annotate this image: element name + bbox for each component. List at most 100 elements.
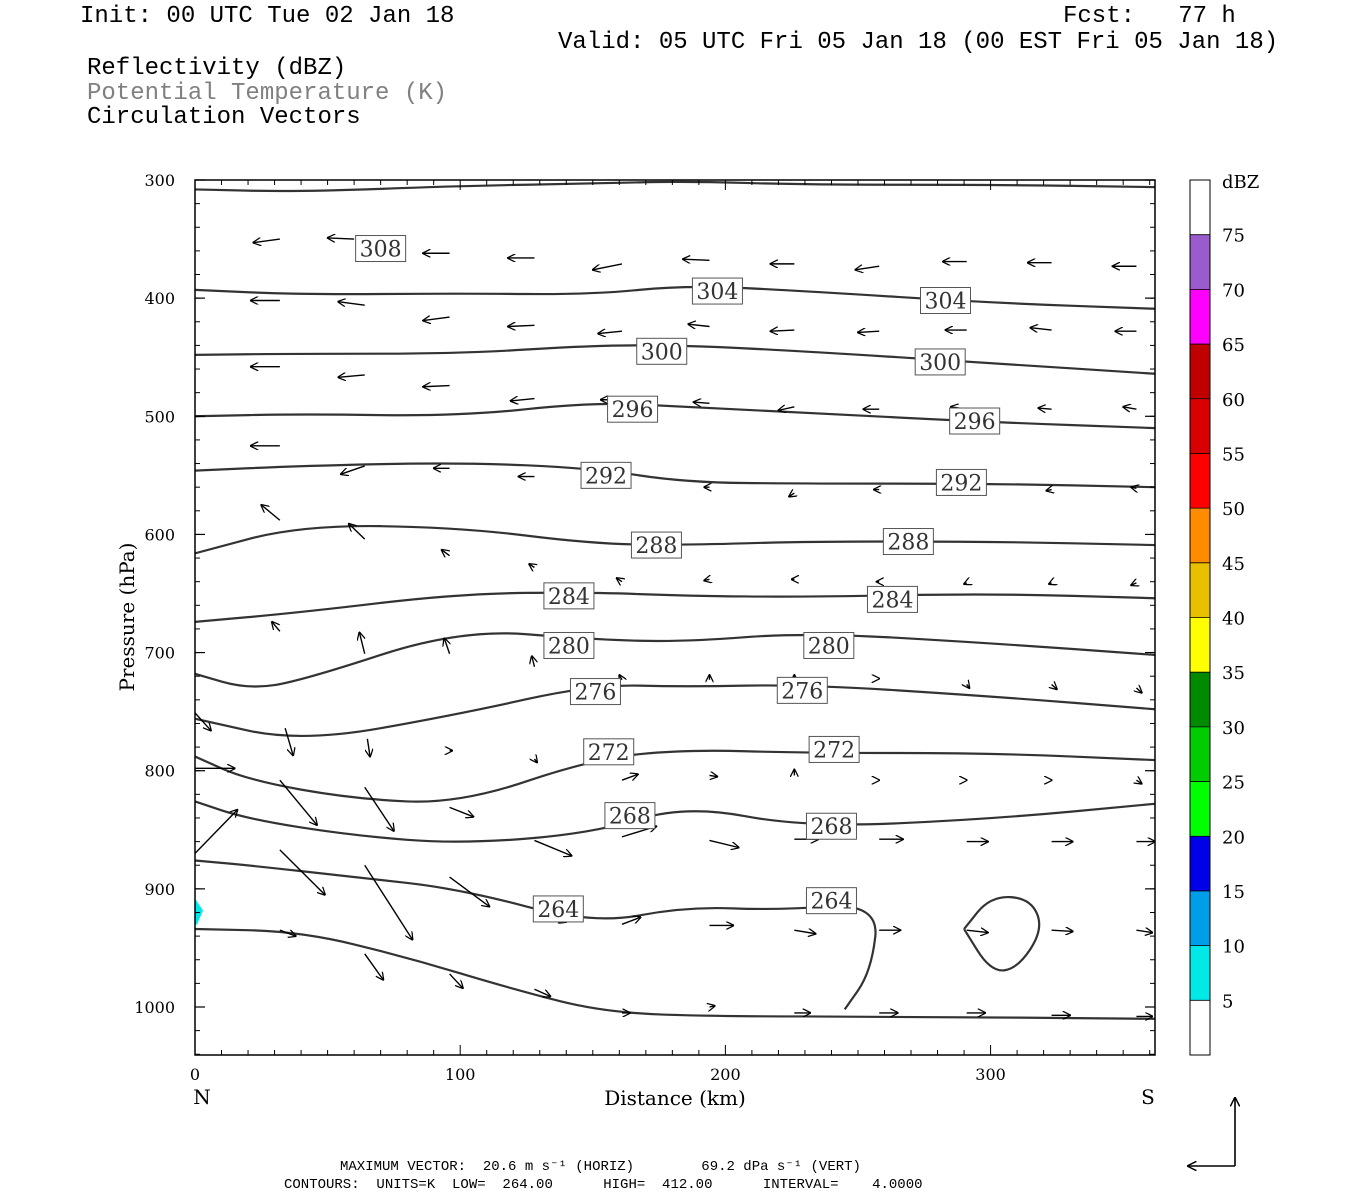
colorbar-label: 40 (1222, 609, 1245, 630)
circulation-vector (621, 917, 641, 925)
contour-label-box (569, 678, 621, 706)
circulation-vector (778, 407, 795, 411)
colorbar-segment (1190, 1000, 1210, 1055)
contour-label-text: 292 (940, 471, 982, 496)
circulation-vector (449, 806, 474, 816)
contour-label: 304 (691, 277, 743, 305)
colorbar-label: 15 (1222, 882, 1245, 903)
colorbar-segment (1190, 289, 1210, 345)
circulation-vector (534, 759, 537, 763)
colorbar-segment (1190, 890, 1210, 946)
contour-label-box (543, 631, 595, 659)
contour-label-box (604, 802, 656, 830)
valid-time: Valid: 05 UTC Fri 05 Jan 18 (00 EST Fri … (558, 29, 1279, 56)
theta-contour (195, 344, 1155, 375)
circulation-vector (253, 239, 280, 243)
y-tick-label: 400 (144, 289, 175, 308)
contour-label-box (583, 738, 635, 766)
reference-vector-icon (1188, 1098, 1235, 1166)
colorbar-segment (1190, 562, 1210, 618)
contour-label-box (803, 631, 855, 659)
colorbar-label: 70 (1222, 280, 1245, 301)
circulation-vector (770, 330, 795, 331)
contour-label: 288 (630, 531, 682, 559)
contour-label-box (776, 676, 828, 704)
circulation-vector (1123, 407, 1137, 409)
colorbar-segment (1190, 234, 1210, 290)
contour-label: 276 (776, 676, 828, 704)
circulation-vector (423, 317, 450, 321)
contour-label: 284 (543, 582, 595, 610)
colorbar-segment (1190, 398, 1210, 454)
y-tick-label: 1000 (134, 998, 175, 1017)
contour-label-text: 300 (919, 351, 961, 376)
theta-contour (195, 684, 1155, 737)
circulation-vector (279, 930, 296, 936)
circulation-vector (709, 1006, 714, 1007)
contour-label: 272 (808, 735, 860, 763)
plot-frame (194, 179, 1156, 1056)
contour-label: 268 (604, 802, 656, 830)
contour-label: 304 (919, 287, 971, 315)
circulation-vector (328, 238, 355, 239)
circulation-vector (444, 638, 449, 654)
circulation-vector (195, 712, 211, 731)
colorbar-segment (1190, 344, 1210, 399)
y-tick-label: 600 (144, 525, 175, 544)
theta-contour (195, 632, 1155, 688)
circulation-vector (534, 839, 571, 855)
colorbar-label: 60 (1222, 390, 1245, 411)
contour-label-box (636, 337, 688, 365)
x-tick-label: 300 (975, 1065, 1006, 1084)
circulation-vector (508, 325, 535, 326)
contour-label-box (532, 895, 584, 923)
contour-label: 264 (805, 887, 857, 915)
contour-label-text: 288 (887, 531, 929, 556)
contour-label-text: 304 (924, 290, 966, 315)
circulation-vector (621, 774, 638, 780)
circulation-vector (423, 386, 450, 387)
contour-label: 280 (543, 631, 595, 659)
circulation-vector (709, 839, 738, 847)
contour-label-text: 284 (548, 585, 590, 610)
contour-label-text: 272 (588, 741, 630, 766)
contour-label-text: 304 (696, 280, 738, 305)
circulation-vector (284, 727, 293, 755)
field-reflectivity: Reflectivity (dBZ) (87, 55, 347, 82)
init-time: Init: 00 UTC Tue 02 Jan 18 (80, 3, 455, 30)
contour-label-box (914, 348, 966, 376)
circulation-vector (534, 988, 550, 996)
colorbar-label: 30 (1222, 718, 1245, 739)
contour-label-box (805, 887, 857, 915)
colorbar-label: 65 (1222, 335, 1245, 356)
contour-label-text: 288 (635, 534, 677, 559)
circulation-vector (1046, 490, 1051, 491)
contour-label-text: 308 (360, 238, 402, 263)
contour-label-text: 272 (813, 738, 855, 763)
contour-label-text: 264 (810, 890, 852, 915)
contour-label-box (919, 287, 971, 315)
x-axis-label: Distance (km) (604, 1086, 746, 1110)
contour-label-text: 280 (808, 634, 850, 659)
circulation-vector (683, 259, 710, 260)
theta-contour (195, 800, 1155, 843)
y-axis-label: Pressure (hPa) (115, 543, 139, 692)
contour-label: 300 (636, 337, 688, 365)
contour-label: 280 (803, 631, 855, 659)
contour-label: 272 (583, 738, 635, 766)
y-tick-label: 700 (144, 644, 175, 663)
circulation-vector (364, 786, 394, 831)
circulation-vector (261, 505, 281, 521)
contour-label: 292 (580, 461, 632, 489)
circulation-vector (195, 810, 237, 854)
circulation-vector (964, 583, 967, 584)
colorbar-label: 5 (1222, 991, 1233, 1012)
contour-label-box (543, 582, 595, 610)
circulation-vector (338, 375, 365, 377)
contour-label-box (882, 528, 934, 556)
contour-label: 292 (935, 468, 987, 496)
theta-contour (195, 591, 1155, 623)
contour-label-text: 280 (548, 634, 590, 659)
contour-label-box (935, 468, 987, 496)
contour-label: 276 (569, 678, 621, 706)
